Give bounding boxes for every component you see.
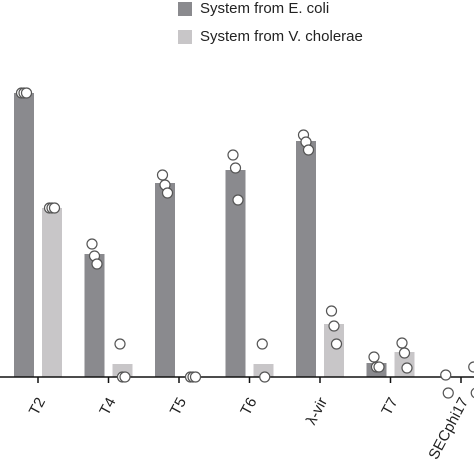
data-point [91,258,103,270]
x-tick-label: T4 [96,395,119,418]
bar [42,208,62,377]
data-point [48,202,61,214]
data-point [227,149,239,161]
bar [14,93,34,377]
legend-swatch [178,2,192,16]
data-point [156,169,169,181]
data-point [302,144,315,156]
data-point [189,371,202,383]
data-point [396,337,408,349]
data-point [161,187,174,199]
data-point [330,338,343,350]
legend-label: System from V. cholerae [200,28,363,45]
data-point [325,305,338,317]
x-tick-label: T2 [26,395,49,418]
data-point [442,387,454,399]
data-point [259,371,271,383]
x-tick-label: T7 [378,395,401,418]
data-point [401,362,413,374]
bar [155,183,175,377]
legend-label: System from E. coli [200,0,329,17]
x-tick-label: T6 [237,395,260,418]
data-point [20,87,33,99]
bar [296,141,316,377]
data-point [86,238,98,250]
data-point [398,347,411,359]
data-point [119,371,131,383]
data-point [368,351,380,363]
data-point [114,338,126,350]
data-point [470,387,474,399]
legend-swatch [178,30,192,44]
data-point [232,194,244,206]
bar [84,254,105,377]
x-tick-label: λ-vir [303,395,331,428]
data-point [468,361,474,373]
data-point [256,338,268,350]
bar [225,170,246,377]
data-point [373,361,385,373]
data-point [328,320,340,332]
data-point [229,162,242,174]
x-tick-label: T5 [167,395,190,418]
bar [324,324,344,377]
data-point [440,369,452,381]
x-tick-label: SECphi17 [425,395,472,463]
